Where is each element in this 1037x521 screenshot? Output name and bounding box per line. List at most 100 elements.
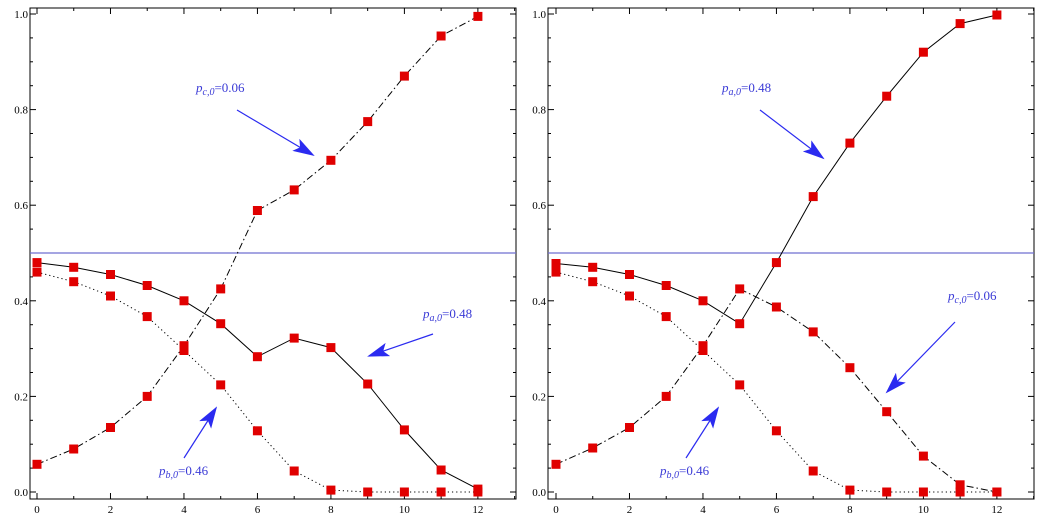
left-series-b-point bbox=[252, 426, 262, 436]
left-series-c-point bbox=[69, 444, 79, 454]
left-series-c-point bbox=[216, 284, 226, 294]
left-series-a-point bbox=[289, 333, 299, 343]
right-series-b-point bbox=[551, 267, 561, 277]
right-series-a-point bbox=[955, 19, 965, 29]
right-y-tick-label: 0.6 bbox=[532, 200, 546, 212]
right-annotation-b0: pb,0=0.46 bbox=[659, 463, 710, 481]
right-annotation-arrow bbox=[759, 109, 825, 160]
right-series-a-point bbox=[845, 138, 855, 148]
right-series-b-point bbox=[955, 487, 965, 497]
right-x-tick-label: 6 bbox=[774, 504, 780, 516]
annotation-symbol: p bbox=[195, 80, 203, 95]
right-y-tick-label: 0.4 bbox=[532, 296, 546, 308]
left-series-c-point bbox=[473, 11, 483, 21]
left-y-tick-label: 0.0 bbox=[14, 487, 28, 499]
right-series-a-point bbox=[551, 259, 561, 268]
left-series-c-point bbox=[289, 185, 299, 195]
right-series-a-line bbox=[555, 14, 998, 325]
left-series-c-point bbox=[106, 423, 115, 432]
annotation-symbol: p bbox=[158, 463, 166, 478]
annotation-symbol: p bbox=[422, 306, 430, 321]
left-x-tick-label: 12 bbox=[472, 504, 483, 516]
annotation-value: =0.06 bbox=[966, 288, 997, 303]
right-series-a-point bbox=[625, 270, 634, 279]
left-series-b-point bbox=[69, 277, 79, 287]
left-series-b-point bbox=[106, 291, 115, 301]
left-series-c-point bbox=[252, 206, 262, 215]
right-series-a-point bbox=[771, 258, 781, 268]
right-series-b-point bbox=[845, 485, 855, 495]
left-series-c-point bbox=[363, 117, 373, 127]
right-series-a-point bbox=[661, 281, 671, 290]
left-series-b-point bbox=[216, 380, 226, 390]
left-annotation-c0: pc,0=0.06 bbox=[195, 80, 245, 98]
left-y-tick-label: 0.2 bbox=[14, 391, 28, 403]
right-chart-panel: 0.00.20.40.60.81.00 2 4 6 8 10 12pa,0=0.48pc,0… bbox=[532, 7, 1035, 516]
left-annotation-arrow bbox=[236, 109, 315, 157]
annotation-subscript: b,0 bbox=[166, 470, 179, 481]
right-series-a-point bbox=[992, 10, 1002, 20]
right-annotation-a0: pa,0=0.48 bbox=[721, 80, 771, 98]
left-annotation-a0: pa,0=0.48 bbox=[422, 306, 472, 324]
annotation-subscript: c,0 bbox=[955, 295, 967, 306]
left-series-b-point bbox=[32, 267, 42, 277]
left-series-b-line bbox=[36, 271, 478, 493]
right-series-c-point bbox=[625, 423, 634, 432]
left-series-b-point bbox=[179, 346, 189, 355]
right-series-b-point bbox=[918, 487, 928, 497]
left-x-tick-label: 10 bbox=[399, 504, 411, 516]
right-y-tick-label: 0.8 bbox=[532, 105, 546, 117]
left-y-tick-label: 0.6 bbox=[14, 200, 28, 212]
annotation-symbol: p bbox=[947, 288, 955, 303]
left-series-a-point bbox=[69, 262, 79, 272]
right-series-c-point bbox=[698, 341, 708, 351]
left-x-tick-label: 8 bbox=[328, 504, 334, 516]
right-series-c-point bbox=[955, 480, 965, 490]
left-x-tick-label: 4 bbox=[181, 504, 187, 516]
annotation-value: =0.46 bbox=[178, 463, 209, 478]
left-series-a-point bbox=[399, 425, 409, 435]
left-series-a-point bbox=[436, 465, 446, 475]
right-series-c-point bbox=[882, 407, 892, 417]
left-series-a-point bbox=[32, 258, 42, 268]
right-x-tick-label: 8 bbox=[847, 504, 853, 516]
annotation-symbol: p bbox=[721, 80, 729, 95]
left-series-b-point bbox=[363, 487, 373, 497]
left-x-tick-label: 2 bbox=[108, 504, 114, 516]
right-series-b-point bbox=[882, 487, 892, 497]
right-series-a-point bbox=[808, 192, 818, 202]
right-series-b-point bbox=[625, 291, 634, 301]
left-series-b-point bbox=[289, 466, 299, 476]
left-annotation-arrow bbox=[183, 406, 218, 459]
left-series-a-line bbox=[36, 262, 479, 490]
right-series-a-point bbox=[588, 262, 598, 272]
left-y-tick-label: 1.0 bbox=[14, 9, 28, 21]
right-y-tick-label: 0.2 bbox=[532, 391, 546, 403]
annotation-symbol: p bbox=[659, 463, 667, 478]
left-series-c-line bbox=[36, 15, 479, 465]
right-series-a-point bbox=[698, 296, 708, 306]
left-series-c-point bbox=[399, 71, 409, 81]
annotation-subscript: a,0 bbox=[430, 313, 443, 324]
right-x-tick-label: 10 bbox=[918, 504, 930, 516]
right-y-tick-label: 1.0 bbox=[532, 9, 546, 21]
left-x-tick-label: 0 bbox=[34, 504, 40, 516]
left-y-tick-label: 0.8 bbox=[14, 105, 28, 117]
right-series-c-point bbox=[551, 459, 561, 469]
right-series-b-point bbox=[771, 426, 781, 436]
right-series-c-point bbox=[808, 327, 818, 337]
left-series-b-point bbox=[326, 485, 336, 495]
right-series-a-point bbox=[918, 47, 928, 57]
annotation-subscript: c,0 bbox=[203, 87, 215, 98]
right-x-tick-label: 4 bbox=[700, 504, 706, 516]
left-series-c-point bbox=[179, 341, 189, 351]
annotation-value: =0.06 bbox=[214, 80, 245, 95]
annotation-subscript: a,0 bbox=[729, 87, 742, 98]
right-series-c-line bbox=[555, 288, 997, 493]
left-series-a-point bbox=[179, 296, 189, 306]
left-series-b-point bbox=[399, 487, 409, 497]
left-series-c-point bbox=[142, 391, 152, 401]
right-series-b-point bbox=[735, 380, 745, 390]
right-y-tick-label: 0.0 bbox=[532, 487, 546, 499]
